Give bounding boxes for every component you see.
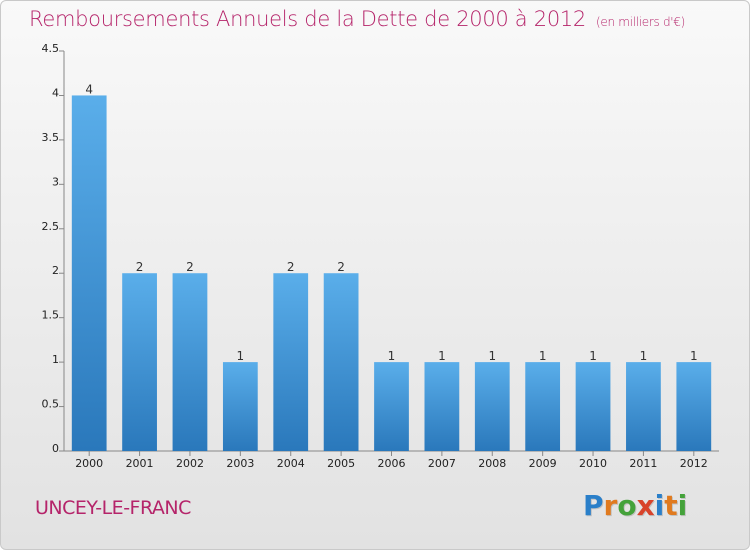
data-label: 1 bbox=[237, 349, 245, 363]
x-tick-label: 2001 bbox=[126, 457, 154, 470]
logo-letter: i bbox=[677, 489, 688, 522]
y-tick-label: 0 bbox=[52, 442, 59, 455]
data-label: 1 bbox=[539, 349, 547, 363]
logo-letter: P bbox=[583, 489, 604, 522]
x-tick-label: 2002 bbox=[176, 457, 204, 470]
y-tick-label: 0.5 bbox=[42, 398, 60, 411]
x-tick-label: 2007 bbox=[428, 457, 456, 470]
data-label: 1 bbox=[488, 349, 496, 363]
y-tick-label: 3 bbox=[52, 175, 59, 188]
x-tick-label: 2008 bbox=[478, 457, 506, 470]
data-label: 1 bbox=[438, 349, 446, 363]
y-tick-label: 2.5 bbox=[42, 220, 60, 233]
y-tick-label: 4.5 bbox=[42, 42, 60, 55]
chart-title-text: Remboursements Annuels de la Dette de 20… bbox=[29, 7, 586, 31]
x-tick-label: 2000 bbox=[75, 457, 103, 470]
data-label: 1 bbox=[388, 349, 396, 363]
commune-name: UNCEY-LE-FRANC bbox=[35, 497, 191, 519]
x-tick-label: 2010 bbox=[579, 457, 607, 470]
bar-2007 bbox=[424, 362, 460, 451]
y-tick-label: 1 bbox=[52, 353, 59, 366]
y-tick-label: 4 bbox=[52, 86, 59, 99]
logo-letter: i bbox=[654, 489, 665, 522]
x-tick-label: 2006 bbox=[378, 457, 406, 470]
bar-2012 bbox=[676, 362, 712, 451]
x-tick-label: 2009 bbox=[529, 457, 557, 470]
bar-2003 bbox=[222, 362, 258, 451]
chart-title: Remboursements Annuels de la Dette de 20… bbox=[29, 7, 685, 31]
proxiti-logo: Proxiti bbox=[583, 489, 687, 522]
data-label: 2 bbox=[186, 260, 194, 274]
chart-unit: (en milliers d'€) bbox=[596, 15, 686, 29]
bar-2002 bbox=[172, 273, 208, 451]
logo-letter: t bbox=[664, 489, 678, 522]
y-tick-label: 1.5 bbox=[42, 309, 60, 322]
data-label: 1 bbox=[640, 349, 648, 363]
bar-2004 bbox=[273, 273, 309, 451]
data-label: 1 bbox=[589, 349, 597, 363]
data-label: 4 bbox=[85, 82, 93, 96]
bar-2001 bbox=[122, 273, 157, 451]
x-tick-label: 2003 bbox=[226, 457, 254, 470]
data-label: 2 bbox=[136, 260, 144, 274]
bar-2000 bbox=[71, 95, 107, 451]
bar-2006 bbox=[374, 362, 409, 451]
logo-letter: r bbox=[603, 489, 618, 522]
y-tick-label: 3.5 bbox=[42, 131, 60, 144]
data-label: 2 bbox=[287, 260, 295, 274]
bar-2011 bbox=[626, 362, 661, 451]
logo-letter: o bbox=[617, 489, 637, 522]
bar-2010 bbox=[575, 362, 611, 451]
logo-letter: x bbox=[636, 489, 655, 522]
x-tick-label: 2012 bbox=[680, 457, 708, 470]
x-tick-label: 2011 bbox=[629, 457, 657, 470]
x-tick-label: 2004 bbox=[277, 457, 305, 470]
y-tick-label: 2 bbox=[52, 264, 59, 277]
data-label: 1 bbox=[690, 349, 698, 363]
bar-2005 bbox=[323, 273, 359, 451]
bar-2009 bbox=[525, 362, 561, 451]
bar-2008 bbox=[474, 362, 510, 451]
data-label: 2 bbox=[337, 260, 345, 274]
x-tick-label: 2005 bbox=[327, 457, 355, 470]
